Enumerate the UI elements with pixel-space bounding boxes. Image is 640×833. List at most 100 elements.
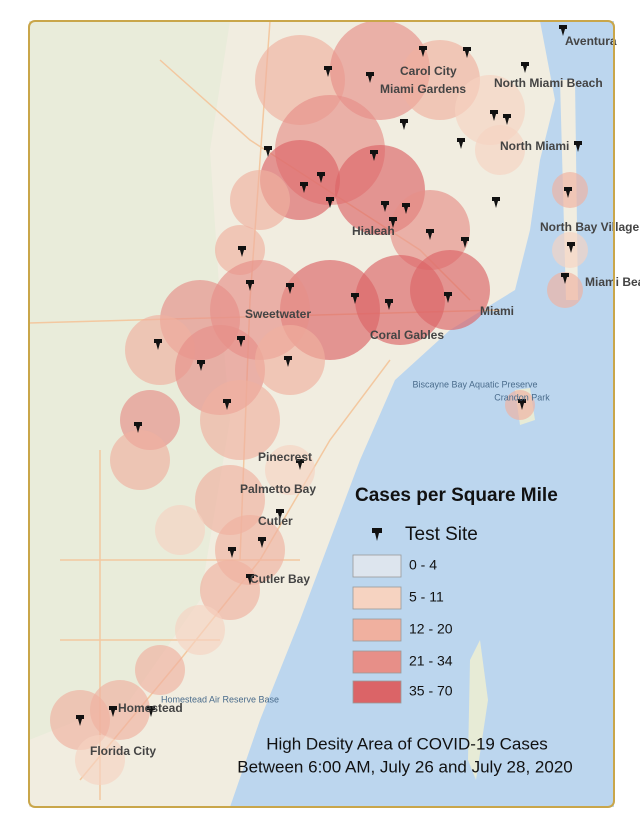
- test-site-pin: [518, 399, 526, 410]
- test-site-pin: [389, 217, 397, 228]
- test-site-pin: [381, 201, 389, 212]
- test-site-pin: [324, 66, 332, 77]
- density-area: [552, 232, 588, 268]
- test-site-pin: [238, 246, 246, 257]
- test-site-pin: [317, 172, 325, 183]
- test-site-pin: [561, 273, 569, 284]
- caption-line: High Desity Area of COVID-19 Cases: [266, 734, 548, 753]
- city-label: Cutler Bay: [250, 572, 310, 586]
- legend-classes: 0 - 4 5 - 11 12 - 20 21 - 34 35 - 70: [352, 554, 453, 704]
- test-sites: [76, 25, 582, 726]
- legend-title: Cases per Square Mile: [355, 485, 558, 506]
- test-site-pin: [276, 509, 284, 520]
- water-label: Crandon Park: [494, 392, 550, 402]
- test-site-pin: [490, 110, 498, 121]
- legend-test-site: Test Site: [405, 524, 478, 545]
- legend-label: 35 - 70: [409, 683, 453, 699]
- water-label: Biscayne Bay Aquatic Preserve: [412, 379, 537, 389]
- density-area: [547, 272, 583, 308]
- density-area: [200, 380, 280, 460]
- city-label: Hialeah: [352, 224, 395, 238]
- test-site-pin: [426, 229, 434, 240]
- city-label: Cutler: [258, 514, 293, 528]
- test-site-pin: [258, 537, 266, 548]
- test-site-pin: [246, 574, 254, 585]
- test-site-pin: [351, 293, 359, 304]
- density-area: [505, 390, 535, 420]
- density-layer: [50, 20, 588, 785]
- city-label: Florida City: [90, 744, 156, 758]
- city-label: Carol City: [400, 64, 457, 78]
- city-label: Miami Beach: [585, 275, 640, 289]
- city-label: Aventura: [565, 34, 617, 48]
- city-label: Homestead: [118, 701, 183, 715]
- test-site-pin: [134, 422, 142, 433]
- test-site-pin: [402, 203, 410, 214]
- test-site-pin: [326, 197, 334, 208]
- water-label: Homestead Air Reserve Base: [161, 694, 279, 704]
- keys: [468, 640, 488, 780]
- legend-swatch: [352, 680, 402, 704]
- city-label: North Bay Village: [540, 220, 639, 234]
- test-site-pin: [197, 360, 205, 371]
- city-label: Coral Gables: [370, 328, 444, 342]
- density-area: [155, 505, 205, 555]
- test-site-pin: [147, 706, 155, 717]
- test-site-pin: [419, 46, 427, 57]
- legend-swatch: [352, 554, 402, 578]
- legend-label: 12 - 20: [409, 621, 453, 637]
- test-site-pin: [237, 336, 245, 347]
- city-label: Miami Gardens: [380, 82, 466, 96]
- test-site-pin: [503, 114, 511, 125]
- test-site-pin: [109, 706, 117, 717]
- test-site-pin: [521, 62, 529, 73]
- legend-swatch: [352, 618, 402, 642]
- caption-line: Between 6:00 AM, July 26 and July 28, 20…: [237, 757, 573, 776]
- test-site-icon: [372, 528, 382, 541]
- test-site-pin: [246, 280, 254, 291]
- test-site-pin: [284, 356, 292, 367]
- density-area: [110, 430, 170, 490]
- water: [230, 21, 614, 807]
- test-site-pin: [564, 187, 572, 198]
- test-site-pin: [463, 47, 471, 58]
- test-site-pin: [492, 197, 500, 208]
- test-site-pin: [76, 715, 84, 726]
- test-site-pin: [559, 25, 567, 36]
- legend-label: 21 - 34: [409, 653, 453, 669]
- legend-swatch: [352, 586, 402, 610]
- legend: Cases per Square Mile Test Site 0 - 4 5 -…: [352, 485, 558, 704]
- city-label: Pinecrest: [258, 450, 312, 464]
- legend-label: 5 - 11: [409, 589, 444, 605]
- density-area: [175, 605, 225, 655]
- test-site-pin: [300, 182, 308, 193]
- test-site-pin: [444, 292, 452, 303]
- legend-label: 0 - 4: [409, 557, 437, 573]
- test-site-pin: [370, 150, 378, 161]
- city-label: Palmetto Bay: [240, 482, 316, 496]
- test-site-pin: [264, 146, 272, 157]
- test-site-pin: [567, 242, 575, 253]
- test-site-pin: [461, 237, 469, 248]
- legend-swatch: [352, 650, 402, 674]
- density-area: [475, 125, 525, 175]
- city-label: Miami: [480, 304, 514, 318]
- test-site-pin: [228, 547, 236, 558]
- place-labels: Miami Gardens Hialeah Miami Sweetwater Coral…: [90, 34, 640, 758]
- test-site-pin: [400, 119, 408, 130]
- density-area: [135, 645, 185, 695]
- city-label: North Miami Beach: [494, 76, 603, 90]
- test-site-pin: [574, 141, 582, 152]
- test-site-pin: [366, 72, 374, 83]
- test-site-pin: [154, 339, 162, 350]
- density-area: [75, 735, 125, 785]
- test-site-pin: [286, 283, 294, 294]
- density-area: [200, 560, 260, 620]
- city-label: Sweetwater: [245, 307, 311, 321]
- density-area: [265, 445, 315, 495]
- city-label: North Miami: [500, 139, 569, 153]
- density-area: [230, 170, 290, 230]
- test-site-pin: [385, 299, 393, 310]
